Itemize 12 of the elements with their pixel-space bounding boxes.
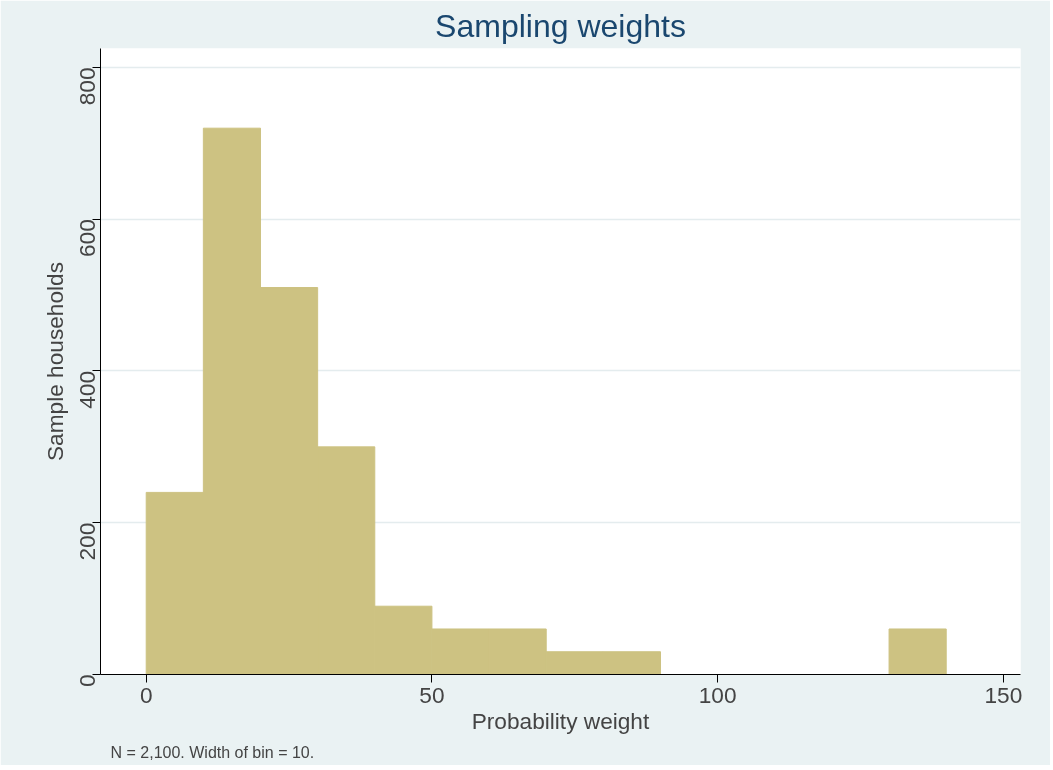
y-axis-title: Sample households (41, 261, 68, 461)
x-tick-label: 100 (698, 681, 737, 708)
x-tick-label: 150 (984, 681, 1023, 708)
y-tick-label: 800 (74, 67, 100, 106)
y-tick-label: 400 (74, 370, 100, 409)
x-tick-label: 0 (139, 681, 153, 708)
chart-title: Sampling weights (435, 7, 686, 44)
x-axis-title: Probability weight (471, 707, 650, 734)
x-tick-label: 50 (419, 681, 445, 708)
text: N = 2,100. Width of bin = 10. (110, 743, 315, 761)
y-tick-label: 200 (74, 522, 100, 561)
y-tick-label: 600 (74, 219, 100, 258)
